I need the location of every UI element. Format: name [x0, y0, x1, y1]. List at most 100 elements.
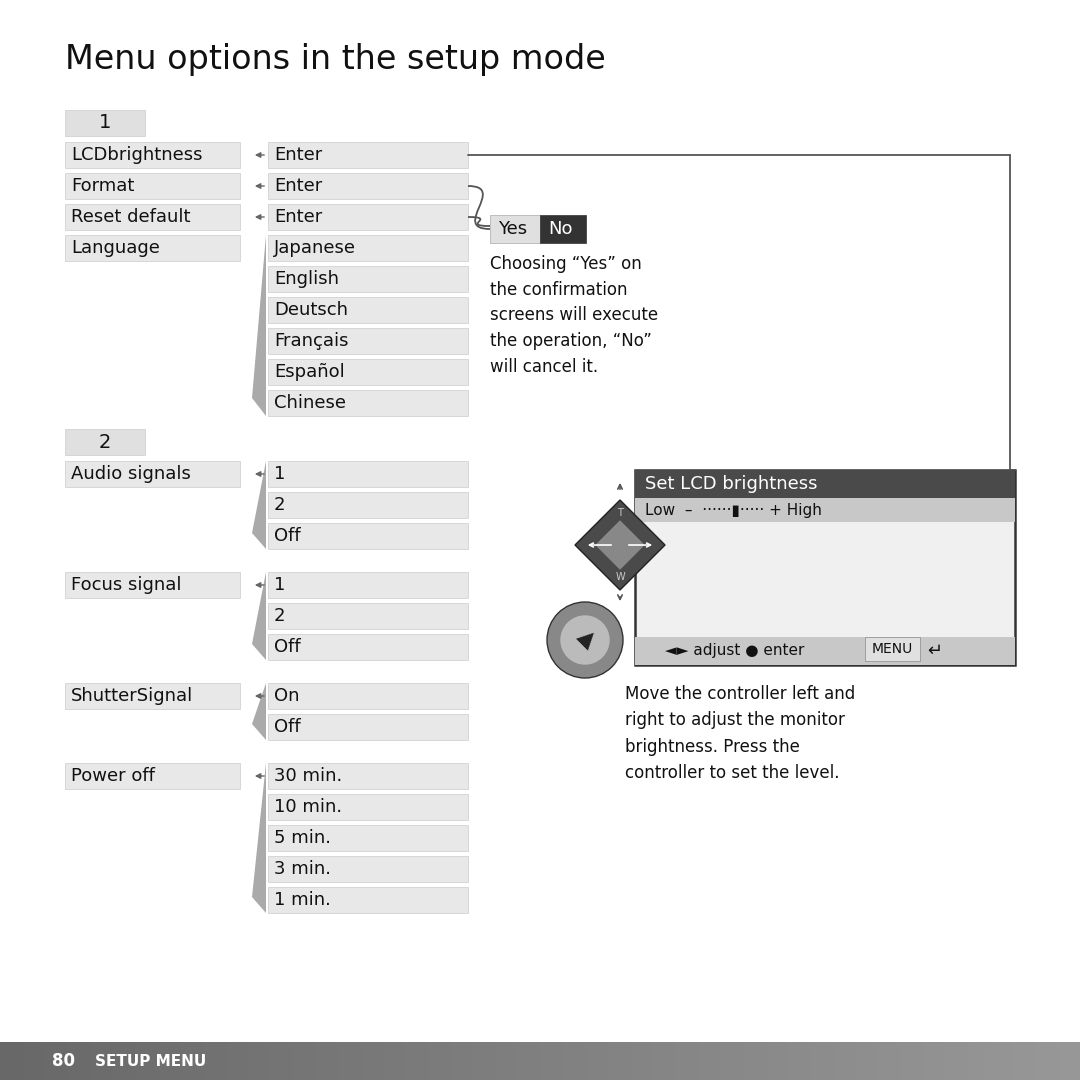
FancyBboxPatch shape: [772, 1042, 775, 1080]
FancyBboxPatch shape: [902, 1042, 905, 1080]
FancyBboxPatch shape: [586, 1042, 590, 1080]
FancyBboxPatch shape: [635, 637, 1015, 665]
Text: Low  –  ······▮····· + High: Low – ······▮····· + High: [645, 502, 822, 517]
Text: Move the controller left and
right to adjust the monitor
brightness. Press the
c: Move the controller left and right to ad…: [625, 685, 855, 782]
FancyBboxPatch shape: [333, 1042, 336, 1080]
FancyBboxPatch shape: [724, 1042, 727, 1080]
FancyBboxPatch shape: [670, 1042, 673, 1080]
FancyBboxPatch shape: [457, 1042, 460, 1080]
FancyBboxPatch shape: [940, 1042, 943, 1080]
FancyBboxPatch shape: [410, 1042, 414, 1080]
FancyBboxPatch shape: [648, 1042, 651, 1080]
FancyBboxPatch shape: [713, 1042, 716, 1080]
FancyBboxPatch shape: [65, 173, 240, 199]
FancyBboxPatch shape: [319, 1042, 322, 1080]
FancyBboxPatch shape: [994, 1042, 997, 1080]
Text: ◄► adjust ● enter: ◄► adjust ● enter: [665, 644, 805, 659]
FancyBboxPatch shape: [381, 1042, 384, 1080]
FancyBboxPatch shape: [265, 1042, 268, 1080]
FancyBboxPatch shape: [146, 1042, 149, 1080]
FancyBboxPatch shape: [430, 1042, 433, 1080]
FancyBboxPatch shape: [942, 1042, 946, 1080]
Text: 30 min.: 30 min.: [274, 767, 342, 785]
FancyBboxPatch shape: [38, 1042, 41, 1080]
Text: 1 min.: 1 min.: [274, 891, 330, 909]
FancyBboxPatch shape: [540, 1042, 543, 1080]
FancyBboxPatch shape: [1056, 1042, 1059, 1080]
FancyBboxPatch shape: [5, 1042, 9, 1080]
FancyBboxPatch shape: [862, 1042, 865, 1080]
FancyBboxPatch shape: [70, 1042, 73, 1080]
FancyBboxPatch shape: [988, 1042, 991, 1080]
FancyBboxPatch shape: [491, 1042, 495, 1080]
FancyBboxPatch shape: [522, 1042, 525, 1080]
FancyBboxPatch shape: [815, 1042, 819, 1080]
FancyBboxPatch shape: [635, 1042, 638, 1080]
Text: Español: Español: [274, 363, 345, 381]
FancyBboxPatch shape: [802, 1042, 806, 1080]
FancyBboxPatch shape: [556, 1042, 559, 1080]
FancyBboxPatch shape: [1002, 1042, 1005, 1080]
FancyBboxPatch shape: [281, 1042, 284, 1080]
Text: 80: 80: [52, 1052, 75, 1070]
Polygon shape: [252, 572, 266, 660]
FancyBboxPatch shape: [402, 1042, 406, 1080]
FancyBboxPatch shape: [959, 1042, 962, 1080]
FancyBboxPatch shape: [246, 1042, 249, 1080]
FancyBboxPatch shape: [324, 1042, 327, 1080]
FancyBboxPatch shape: [329, 1042, 333, 1080]
FancyBboxPatch shape: [414, 1042, 417, 1080]
FancyBboxPatch shape: [135, 1042, 138, 1080]
FancyBboxPatch shape: [794, 1042, 797, 1080]
FancyBboxPatch shape: [11, 1042, 14, 1080]
FancyBboxPatch shape: [65, 461, 240, 487]
FancyBboxPatch shape: [484, 1042, 487, 1080]
FancyBboxPatch shape: [637, 1042, 640, 1080]
FancyBboxPatch shape: [268, 141, 468, 168]
FancyBboxPatch shape: [73, 1042, 77, 1080]
Circle shape: [561, 616, 610, 664]
FancyBboxPatch shape: [551, 1042, 554, 1080]
FancyBboxPatch shape: [475, 1042, 478, 1080]
FancyBboxPatch shape: [65, 110, 145, 136]
FancyBboxPatch shape: [916, 1042, 919, 1080]
FancyBboxPatch shape: [92, 1042, 95, 1080]
FancyBboxPatch shape: [437, 1042, 441, 1080]
Text: W: W: [616, 571, 625, 581]
FancyBboxPatch shape: [516, 1042, 519, 1080]
FancyBboxPatch shape: [16, 1042, 19, 1080]
FancyBboxPatch shape: [1015, 1042, 1018, 1080]
FancyBboxPatch shape: [835, 1042, 838, 1080]
Text: Off: Off: [274, 527, 300, 545]
FancyBboxPatch shape: [691, 1042, 694, 1080]
FancyBboxPatch shape: [737, 1042, 741, 1080]
FancyBboxPatch shape: [913, 1042, 916, 1080]
FancyBboxPatch shape: [664, 1042, 667, 1080]
FancyBboxPatch shape: [934, 1042, 937, 1080]
FancyBboxPatch shape: [124, 1042, 127, 1080]
FancyBboxPatch shape: [607, 1042, 611, 1080]
FancyBboxPatch shape: [268, 266, 468, 292]
FancyBboxPatch shape: [740, 1042, 743, 1080]
FancyBboxPatch shape: [700, 1042, 703, 1080]
FancyBboxPatch shape: [311, 1042, 314, 1080]
FancyBboxPatch shape: [851, 1042, 854, 1080]
FancyBboxPatch shape: [268, 825, 468, 851]
FancyBboxPatch shape: [225, 1042, 228, 1080]
FancyBboxPatch shape: [273, 1042, 276, 1080]
FancyBboxPatch shape: [268, 762, 468, 789]
FancyBboxPatch shape: [230, 1042, 233, 1080]
FancyBboxPatch shape: [65, 204, 240, 230]
Text: Enter: Enter: [274, 208, 322, 226]
FancyBboxPatch shape: [875, 1042, 878, 1080]
FancyBboxPatch shape: [279, 1042, 282, 1080]
FancyBboxPatch shape: [1045, 1042, 1049, 1080]
FancyBboxPatch shape: [268, 714, 468, 740]
FancyBboxPatch shape: [891, 1042, 894, 1080]
FancyBboxPatch shape: [144, 1042, 147, 1080]
FancyBboxPatch shape: [268, 523, 468, 549]
FancyBboxPatch shape: [160, 1042, 163, 1080]
FancyBboxPatch shape: [867, 1042, 870, 1080]
FancyBboxPatch shape: [113, 1042, 117, 1080]
FancyBboxPatch shape: [842, 1042, 846, 1080]
